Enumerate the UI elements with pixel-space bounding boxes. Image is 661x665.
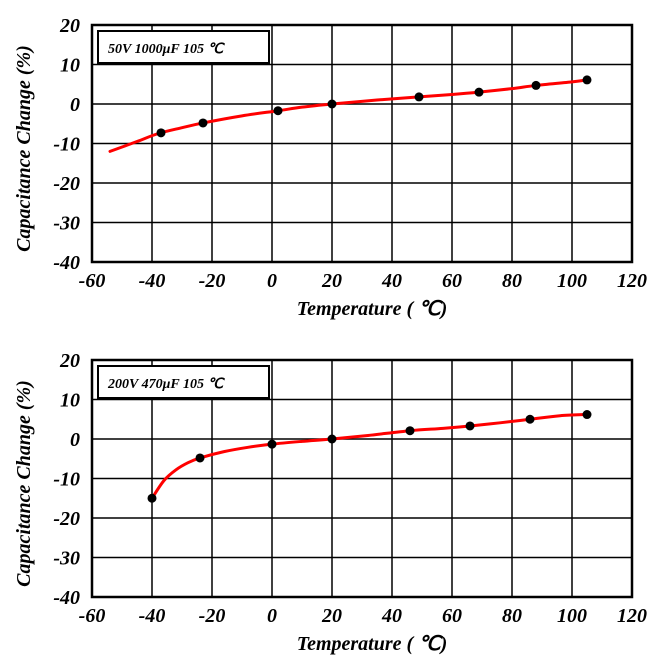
x-tick-label: -20	[199, 270, 226, 292]
x-tick-label: 80	[502, 270, 522, 292]
x-axis-label: Temperature ( ℃)	[297, 633, 448, 655]
legend-label: 50V 1000μF 105 ℃	[108, 42, 225, 57]
x-tick-label: 100	[557, 605, 587, 627]
x-tick-label: 60	[442, 270, 462, 292]
x-tick-label: 20	[321, 270, 342, 292]
x-tick-label: 120	[617, 270, 647, 292]
x-tick-label: 0	[267, 270, 277, 292]
y-tick-label: -30	[53, 213, 80, 235]
y-tick-label: -20	[53, 508, 80, 530]
x-tick-label: 40	[381, 605, 402, 627]
data-point	[474, 87, 484, 97]
y-tick-label: -10	[53, 469, 80, 491]
data-point	[195, 453, 205, 463]
x-tick-label: -40	[139, 270, 166, 292]
data-point	[267, 439, 277, 449]
data-point	[327, 434, 337, 444]
x-tick-label: -60	[79, 605, 106, 627]
data-point	[405, 426, 415, 436]
x-tick-label: 80	[502, 605, 522, 627]
data-point	[414, 92, 424, 102]
y-tick-label: 10	[60, 390, 80, 412]
x-tick-label: 60	[442, 605, 462, 627]
plot-frame	[90, 23, 634, 264]
plot-frame	[90, 358, 634, 599]
x-tick-label: -20	[199, 605, 226, 627]
legend-box	[97, 30, 270, 64]
data-point	[147, 493, 157, 503]
y-tick-label: -20	[53, 173, 80, 195]
legend-box	[97, 365, 270, 399]
data-point	[198, 118, 208, 128]
data-point	[465, 421, 475, 431]
y-axis-label: Capacitance Change (%)	[13, 380, 35, 587]
x-tick-label: 100	[557, 270, 587, 292]
y-tick-label: 0	[70, 429, 80, 451]
series-line	[150, 413, 589, 500]
y-tick-label: -40	[53, 252, 80, 274]
data-point	[582, 410, 592, 420]
y-tick-label: -30	[53, 548, 80, 570]
series-line	[108, 78, 589, 153]
data-point	[525, 414, 535, 424]
data-point	[156, 128, 166, 138]
x-tick-label: 120	[617, 605, 647, 627]
y-tick-label: -10	[53, 134, 80, 156]
data-point	[582, 75, 592, 85]
y-tick-label: -40	[53, 587, 80, 609]
x-tick-label: 0	[267, 605, 277, 627]
x-tick-label: 20	[321, 605, 342, 627]
y-axis-label: Capacitance Change (%)	[13, 45, 35, 252]
y-tick-label: 10	[60, 55, 80, 77]
y-tick-label: 20	[59, 15, 80, 37]
y-tick-label: 20	[59, 350, 80, 372]
x-axis-label: Temperature ( ℃)	[297, 298, 448, 320]
data-point	[273, 106, 283, 116]
data-point	[327, 99, 337, 109]
x-tick-label: -40	[139, 605, 166, 627]
y-tick-label: 0	[70, 94, 80, 116]
x-tick-label: -60	[79, 270, 106, 292]
legend-label: 200V 470μF 105 ℃	[107, 377, 225, 392]
data-point	[531, 80, 541, 90]
x-tick-label: 40	[381, 270, 402, 292]
